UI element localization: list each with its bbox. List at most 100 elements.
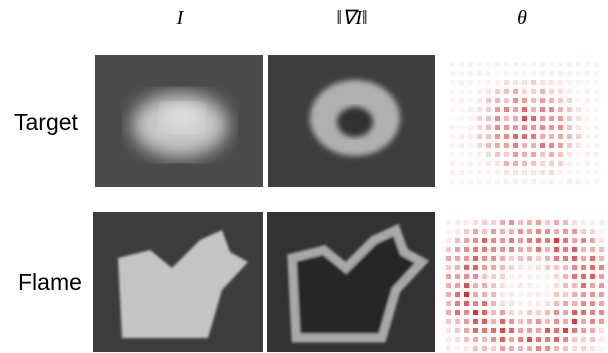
orientation-dot (446, 274, 451, 279)
orientation-dot (495, 71, 500, 76)
orientation-dot (540, 152, 545, 157)
orientation-dot (536, 319, 541, 324)
orientation-dot (563, 274, 568, 279)
orientation-dot (554, 292, 559, 297)
orientation-dot (446, 256, 451, 261)
orientation-dot (540, 71, 545, 76)
orientation-dot (581, 346, 586, 351)
orientation-dot (464, 256, 469, 261)
orientation-dot (504, 107, 509, 112)
orientation-dot (585, 152, 590, 157)
orientation-dot (446, 220, 451, 225)
orientation-dot (567, 62, 572, 67)
orientation-dot (486, 89, 491, 94)
orientation-dot (522, 116, 527, 121)
orientation-dot (473, 346, 478, 351)
orientation-dot (531, 80, 536, 85)
orientation-dot (590, 301, 595, 306)
orientation-dot (576, 107, 581, 112)
orientation-dot (482, 337, 487, 342)
orientation-dot (567, 80, 572, 85)
orientation-dot (473, 247, 478, 252)
orientation-dot (509, 220, 514, 225)
orientation-dot (459, 80, 464, 85)
orientation-dot (455, 283, 460, 288)
orientation-dot (473, 310, 478, 315)
orientation-dot (459, 161, 464, 166)
orientation-dot (549, 125, 554, 130)
orientation-dot (513, 134, 518, 139)
orientation-dot (509, 346, 514, 351)
orientation-dot (518, 292, 523, 297)
orientation-dot (464, 310, 469, 315)
orientation-dot (527, 346, 532, 351)
orientation-dot (504, 80, 509, 85)
orientation-dot (554, 265, 559, 270)
orientation-dot (549, 152, 554, 157)
orientation-dot (545, 274, 550, 279)
orientation-dot (464, 220, 469, 225)
orientation-dot (509, 328, 514, 333)
orientation-dot (594, 179, 599, 184)
orientation-dot (599, 256, 604, 261)
orientation-dot (527, 274, 532, 279)
orientation-dot (455, 328, 460, 333)
orientation-dot (536, 301, 541, 306)
orientation-dot (477, 98, 482, 103)
orientation-dot (518, 301, 523, 306)
orientation-dot (599, 265, 604, 270)
orientation-dot (567, 116, 572, 121)
orientation-dot (477, 125, 482, 130)
orientation-dot (599, 220, 604, 225)
orientation-dot (513, 125, 518, 130)
orientation-dot (464, 274, 469, 279)
orientation-dot (464, 337, 469, 342)
flame-gradient-image (267, 212, 435, 352)
orientation-dot (495, 152, 500, 157)
orientation-dot (455, 220, 460, 225)
orientation-dot (504, 89, 509, 94)
orientation-dot (567, 107, 572, 112)
orientation-dot (554, 238, 559, 243)
orientation-dot (581, 238, 586, 243)
orientation-dot (477, 116, 482, 121)
orientation-dot (549, 89, 554, 94)
orientation-dot (594, 71, 599, 76)
orientation-dot (491, 283, 496, 288)
orientation-dot (581, 283, 586, 288)
orientation-dot (594, 152, 599, 157)
orientation-dot (563, 229, 568, 234)
orientation-dot (486, 170, 491, 175)
orientation-dot (477, 161, 482, 166)
orientation-dot (540, 116, 545, 121)
orientation-dot (531, 125, 536, 130)
orientation-dot (558, 134, 563, 139)
orientation-dot (473, 337, 478, 342)
orientation-dot (563, 337, 568, 342)
orientation-dot (527, 337, 532, 342)
orientation-dot (495, 116, 500, 121)
orientation-dot (558, 161, 563, 166)
orientation-dot (482, 265, 487, 270)
orientation-dot (549, 116, 554, 121)
target-intensity-image (95, 55, 263, 187)
orientation-dot (594, 134, 599, 139)
orientation-dot (527, 292, 532, 297)
orientation-dot (581, 265, 586, 270)
orientation-dot (540, 89, 545, 94)
orientation-dot (446, 292, 451, 297)
orientation-dot (464, 247, 469, 252)
orientation-dot (545, 238, 550, 243)
orientation-dot (486, 143, 491, 148)
orientation-dot (491, 265, 496, 270)
orientation-dot (554, 256, 559, 261)
orientation-dot (572, 292, 577, 297)
orientation-dot (549, 143, 554, 148)
orientation-dot (450, 107, 455, 112)
orientation-dot (572, 337, 577, 342)
orientation-dot (495, 170, 500, 175)
orientation-dot (504, 143, 509, 148)
orientation-dot (549, 107, 554, 112)
orientation-dot (590, 229, 595, 234)
orientation-dot (540, 179, 545, 184)
